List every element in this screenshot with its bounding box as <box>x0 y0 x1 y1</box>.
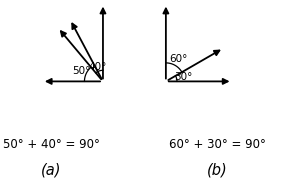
Text: 50°: 50° <box>72 66 90 76</box>
Text: 60° + 30° = 90°: 60° + 30° = 90° <box>169 138 266 151</box>
Text: 60°: 60° <box>170 54 188 64</box>
Text: 30°: 30° <box>174 72 193 82</box>
Text: 50° + 40° = 90°: 50° + 40° = 90° <box>3 138 100 151</box>
Text: 40°: 40° <box>88 62 107 72</box>
Text: (a): (a) <box>41 163 62 178</box>
Text: (b): (b) <box>207 163 228 178</box>
